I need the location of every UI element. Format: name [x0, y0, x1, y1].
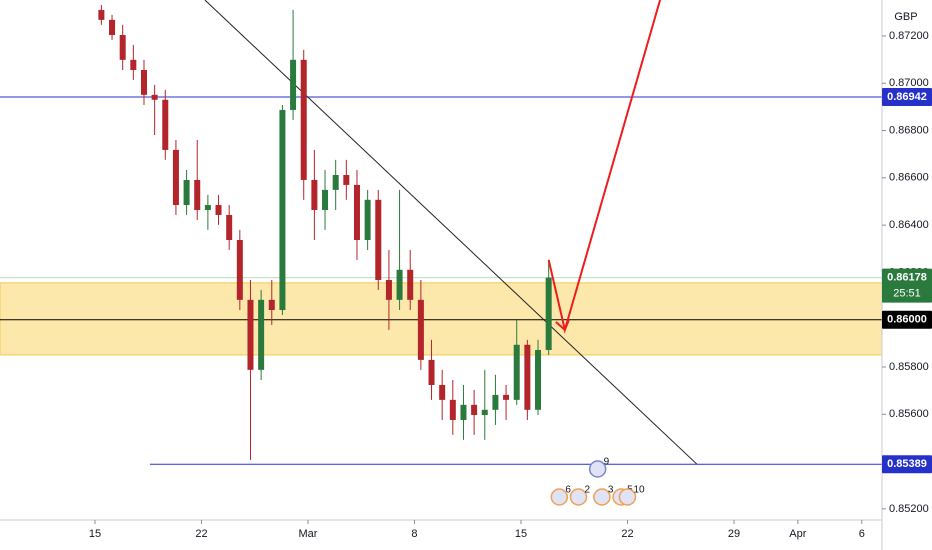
candle-body	[439, 384, 446, 400]
candle-body	[385, 279, 392, 300]
event-icon	[618, 488, 637, 506]
candle-body	[130, 59, 137, 70]
candle-body	[471, 404, 478, 416]
y-tick-label: 0.87000	[889, 77, 929, 89]
event-icon	[593, 488, 611, 506]
event-label: 2	[584, 485, 590, 496]
candle-body	[364, 199, 371, 241]
y-tick-label: 0.85600	[889, 408, 929, 420]
candle-body	[460, 404, 467, 420]
x-tick-label: 22	[621, 528, 633, 540]
candle-body	[375, 199, 382, 280]
x-tick-label: 29	[728, 528, 740, 540]
candle-body	[353, 184, 360, 241]
candle-body	[162, 99, 169, 150]
candle-body	[258, 299, 265, 370]
event-icon	[569, 488, 588, 506]
axis-label: GBP	[894, 11, 917, 23]
candle-body	[428, 359, 435, 385]
candle-body	[332, 174, 339, 190]
price-tag	[882, 87, 932, 106]
countdown: 25:51	[893, 288, 921, 300]
x-tick-label: 15	[515, 528, 527, 540]
event-icon	[550, 488, 569, 506]
candle-body	[290, 59, 297, 110]
candle-body	[407, 269, 414, 300]
price-tag	[882, 455, 932, 474]
event-label: 3	[608, 485, 614, 496]
candle-body	[151, 94, 158, 100]
candle-body	[513, 344, 520, 400]
candle-body	[98, 9, 105, 20]
x-tick-label: 6	[859, 528, 865, 540]
candle-body	[236, 240, 243, 300]
zone	[0, 282, 882, 356]
candle-body	[226, 214, 233, 241]
candle-body	[172, 149, 179, 206]
candle-body	[524, 344, 531, 410]
price-tag-label: 0.85389	[887, 458, 927, 470]
price-tag	[882, 268, 932, 303]
y-tick-label: 0.86800	[889, 124, 929, 136]
y-tick-label: 0.86600	[889, 172, 929, 184]
x-tick-label: Mar	[299, 528, 318, 540]
candle-body	[343, 174, 350, 185]
candle-body	[300, 59, 307, 180]
candle-body	[119, 34, 126, 60]
candle-body	[535, 349, 542, 410]
candle-body	[311, 179, 318, 210]
x-tick-label: 8	[411, 528, 417, 540]
trendline	[204, 0, 698, 465]
y-tick-label: 0.87200	[889, 30, 929, 42]
candle-body	[279, 109, 286, 311]
price-tag-label: 0.86942	[887, 91, 927, 103]
candle-body	[268, 299, 275, 311]
candle-body	[449, 399, 456, 420]
x-tick-label: Apr	[789, 528, 806, 540]
candle-body	[322, 189, 329, 210]
candle-body	[140, 69, 147, 95]
event-label: 6	[565, 485, 571, 496]
candle-body	[194, 179, 201, 210]
event-label: 9	[604, 457, 610, 468]
candle-body	[492, 394, 499, 410]
candle-body	[545, 277, 552, 350]
candle-body	[247, 299, 254, 370]
candle-body	[204, 205, 211, 210]
candle-body	[396, 269, 403, 300]
price-tag	[882, 310, 932, 329]
candle-body	[417, 299, 424, 360]
event-label: 10	[633, 485, 645, 496]
candle-body	[215, 205, 222, 215]
candle-body	[481, 409, 488, 416]
x-tick-label: 22	[195, 528, 207, 540]
candle-body	[183, 179, 190, 206]
plot	[0, 0, 882, 465]
arrow-head	[555, 319, 570, 332]
event-icon	[588, 460, 607, 478]
candle-body	[503, 394, 510, 400]
price-tag-label: 0.86178	[887, 272, 927, 284]
candle-body	[109, 19, 116, 35]
y-tick-label: 0.85200	[889, 503, 929, 515]
price-tag-label: 0.86000	[887, 314, 927, 326]
y-tick-label: 0.85800	[889, 361, 929, 373]
y-tick-label: 0.86400	[889, 219, 929, 231]
x-tick-label: 15	[89, 528, 101, 540]
